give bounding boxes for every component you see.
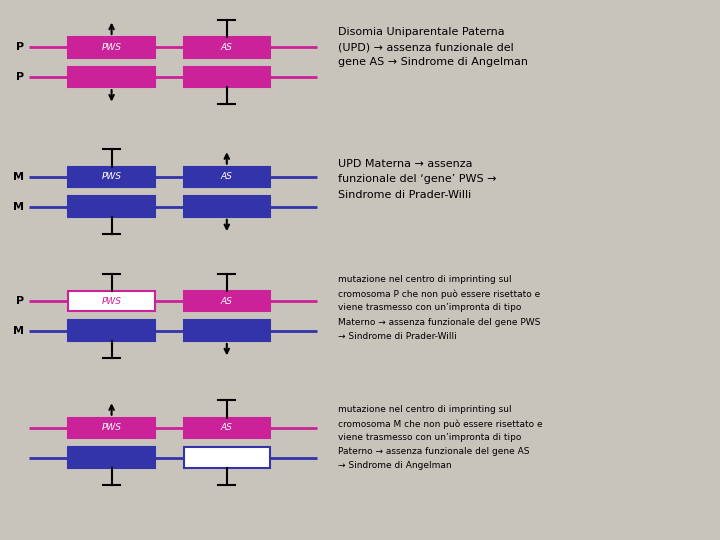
Text: funzionale del ‘gene’ PWS →: funzionale del ‘gene’ PWS → bbox=[338, 174, 497, 185]
Bar bbox=[68, 291, 155, 311]
Bar bbox=[184, 291, 270, 311]
Text: P: P bbox=[16, 72, 24, 82]
Text: Disomia Uniparentale Paterna: Disomia Uniparentale Paterna bbox=[338, 27, 505, 37]
Text: gene AS → Sindrome di Angelman: gene AS → Sindrome di Angelman bbox=[338, 57, 528, 68]
Text: (UPD) → assenza funzionale del: (UPD) → assenza funzionale del bbox=[338, 42, 514, 52]
Bar bbox=[184, 447, 270, 468]
Text: mutazione nel centro di imprinting sul: mutazione nel centro di imprinting sul bbox=[338, 405, 512, 414]
Text: P: P bbox=[16, 42, 24, 52]
Bar bbox=[68, 37, 155, 57]
Bar bbox=[68, 418, 155, 438]
Text: AS: AS bbox=[221, 423, 233, 433]
Text: cromosoma M che non può essere risettato e: cromosoma M che non può essere risettato… bbox=[338, 419, 543, 429]
Text: AS: AS bbox=[221, 172, 233, 181]
Bar bbox=[68, 166, 155, 187]
Text: PWS: PWS bbox=[102, 43, 122, 52]
Text: Paterno → assenza funzionale del gene AS: Paterno → assenza funzionale del gene AS bbox=[338, 447, 530, 456]
Text: M: M bbox=[13, 326, 24, 336]
Bar bbox=[184, 320, 270, 341]
Text: UPD Materna → assenza: UPD Materna → assenza bbox=[338, 159, 473, 170]
Text: Materno → assenza funzionale del gene PWS: Materno → assenza funzionale del gene PW… bbox=[338, 318, 541, 327]
Text: → Sindrome di Prader-Willi: → Sindrome di Prader-Willi bbox=[338, 332, 457, 341]
Text: viene trasmesso con un’impronta di tipo: viene trasmesso con un’impronta di tipo bbox=[338, 303, 522, 313]
Bar bbox=[184, 37, 270, 57]
Bar bbox=[68, 66, 155, 87]
Text: PWS: PWS bbox=[102, 172, 122, 181]
Text: mutazione nel centro di imprinting sul: mutazione nel centro di imprinting sul bbox=[338, 275, 512, 285]
Text: P: P bbox=[16, 296, 24, 306]
Bar bbox=[68, 320, 155, 341]
Text: PWS: PWS bbox=[102, 296, 122, 306]
Bar bbox=[184, 66, 270, 87]
Text: cromosoma P che non può essere risettato e: cromosoma P che non può essere risettato… bbox=[338, 289, 541, 299]
Bar bbox=[184, 166, 270, 187]
Text: viene trasmesso con un’impronta di tipo: viene trasmesso con un’impronta di tipo bbox=[338, 433, 522, 442]
Text: → Sindrome di Angelman: → Sindrome di Angelman bbox=[338, 461, 452, 470]
Text: M: M bbox=[13, 201, 24, 212]
Text: M: M bbox=[13, 172, 24, 182]
Bar bbox=[68, 196, 155, 217]
Text: AS: AS bbox=[221, 296, 233, 306]
Bar bbox=[68, 447, 155, 468]
Text: AS: AS bbox=[221, 43, 233, 52]
Bar bbox=[184, 418, 270, 438]
Text: Sindrome di Prader-Willi: Sindrome di Prader-Willi bbox=[338, 190, 472, 200]
Bar bbox=[184, 196, 270, 217]
Text: PWS: PWS bbox=[102, 423, 122, 433]
